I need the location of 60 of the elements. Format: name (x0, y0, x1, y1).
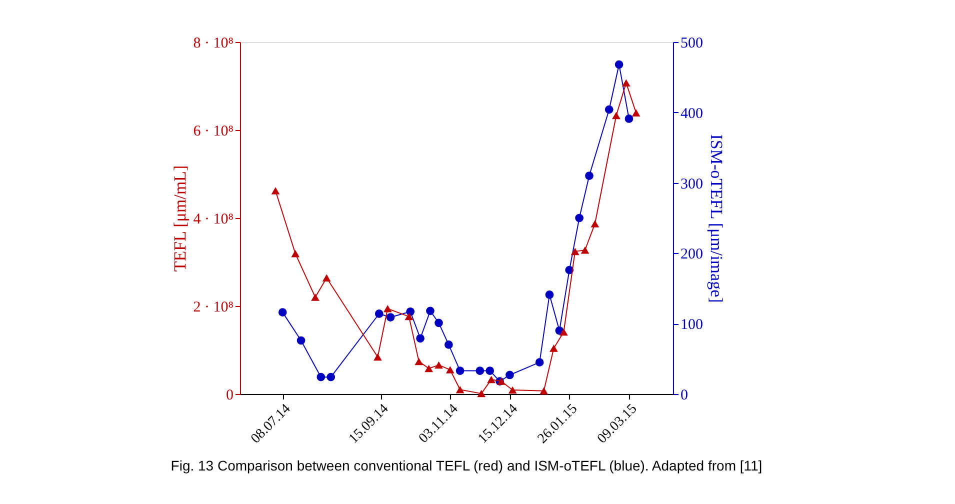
point (416, 334, 424, 343)
point (487, 376, 496, 384)
point (545, 290, 554, 299)
point (456, 386, 464, 394)
point (291, 250, 300, 258)
point (404, 312, 414, 320)
point (570, 248, 580, 256)
y-tick-label: 6 · 10⁸ (193, 124, 234, 140)
point (560, 328, 568, 336)
point (383, 305, 392, 312)
point (322, 274, 331, 282)
point (386, 313, 395, 322)
point (374, 310, 384, 318)
point (424, 364, 433, 372)
point (477, 390, 486, 398)
point (535, 358, 544, 366)
point (326, 372, 336, 382)
point (316, 372, 326, 382)
y2-tick-label: 400 (680, 106, 703, 122)
caption: Fig. 13 Comparison between conventional TEFL (red) and ISM-oTEFL (blue). Adapted from [11] (170, 458, 762, 474)
point (434, 318, 443, 328)
point (486, 366, 494, 375)
point (456, 366, 464, 375)
point (278, 308, 287, 317)
point (444, 340, 453, 349)
point (612, 112, 620, 120)
point (374, 353, 382, 361)
point (414, 358, 424, 366)
point (590, 220, 600, 228)
point (434, 361, 443, 369)
point (446, 366, 454, 374)
point (296, 336, 306, 345)
point (632, 109, 640, 116)
y-axis-title: TEFL [μm/mL] (170, 165, 190, 272)
point (550, 344, 558, 352)
point (575, 214, 584, 222)
point (406, 307, 415, 316)
point (580, 246, 590, 254)
y2-axis-title: ISM-oTEFL [μm/image] (707, 134, 726, 303)
y-tick-label: 8 · 10⁸ (193, 36, 234, 52)
point (604, 105, 614, 114)
point (614, 60, 624, 69)
y-tick-label: 0 (226, 388, 234, 404)
point (622, 79, 630, 87)
point (476, 366, 484, 375)
point (506, 370, 514, 380)
point (271, 187, 280, 194)
point (426, 306, 434, 316)
y2-tick-label: 100 (680, 317, 703, 334)
point (508, 386, 517, 394)
point (585, 172, 594, 180)
point (311, 294, 320, 301)
y-tick-label: 2 · 10⁸ (193, 300, 234, 316)
point (624, 114, 634, 123)
y2-tick-label: 0 (680, 388, 688, 404)
point (540, 387, 548, 395)
y2-tick-label: 500 (680, 36, 703, 52)
y2-tick-label: 300 (680, 176, 703, 192)
y2-tick-label: 200 (680, 246, 703, 263)
y-tick-label: 4 · 10⁸ (193, 212, 234, 228)
